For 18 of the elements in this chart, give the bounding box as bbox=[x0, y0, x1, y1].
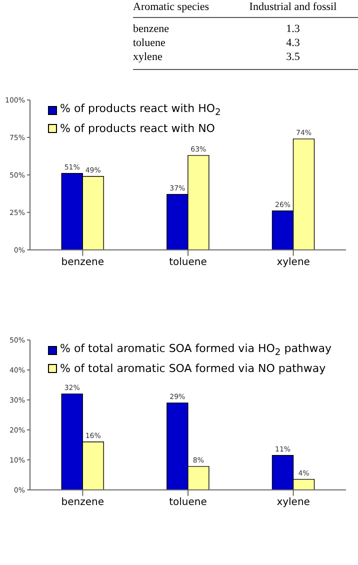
legend-label: % of total aromatic SOA formed via HO$_{2}$ pathway bbox=[60, 342, 332, 358]
x-tick-label: benzene bbox=[61, 256, 104, 268]
text: benzene bbox=[133, 22, 170, 36]
x-tick-label: xylene bbox=[276, 256, 310, 268]
text: 1.3 bbox=[285, 22, 301, 36]
x-tick-label: benzene bbox=[61, 496, 104, 508]
text: 3.5 bbox=[285, 50, 301, 64]
text: 4.3 bbox=[285, 36, 301, 50]
x-tick-label: toluene bbox=[169, 256, 207, 268]
legend-label: % of products react with NO bbox=[60, 122, 215, 136]
text: xylene bbox=[133, 50, 164, 64]
text: Aromatic species bbox=[133, 0, 228, 18]
x-tick-label: xylene bbox=[276, 496, 310, 508]
x-tick-label: toluene bbox=[169, 496, 207, 508]
text: toluene bbox=[133, 36, 166, 50]
legend-label: % of products react with HO$_{2}$ bbox=[60, 102, 221, 118]
legend-label: % of total aromatic SOA formed via NO pathway bbox=[60, 362, 326, 376]
text: Industrial and fossil bbox=[228, 0, 358, 18]
